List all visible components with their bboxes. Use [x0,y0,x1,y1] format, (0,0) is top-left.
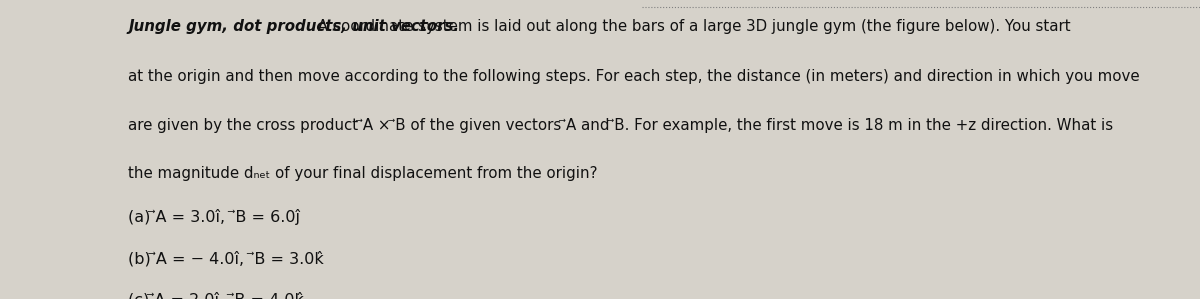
Text: Jungle gym, dot products, unit vectors.: Jungle gym, dot products, unit vectors. [128,19,460,34]
Text: the magnitude dₙₑₜ of your final displacement from the origin?: the magnitude dₙₑₜ of your final displac… [128,166,598,181]
Text: A coordinate system is laid out along the bars of a large 3D jungle gym (the fig: A coordinate system is laid out along th… [313,19,1070,34]
Text: are given by the cross product ⃗A × ⃗B of the given vectors ⃗A and ⃗B. For examp: are given by the cross product ⃗A × ⃗B o… [128,118,1114,133]
Text: (b) ⃗A = − 4.0î,  ⃗B = 3.0k̂: (b) ⃗A = − 4.0î, ⃗B = 3.0k̂ [128,251,324,266]
Text: (a) ⃗A = 3.0î,  ⃗B = 6.0ĵ: (a) ⃗A = 3.0î, ⃗B = 6.0ĵ [128,209,300,225]
Text: (c) ⃗A = 2.0ĵ,  ⃗B = 4.0k̂: (c) ⃗A = 2.0ĵ, ⃗B = 4.0k̂ [128,292,305,299]
Text: at the origin and then move according to the following steps. For each step, the: at the origin and then move according to… [128,69,1140,84]
